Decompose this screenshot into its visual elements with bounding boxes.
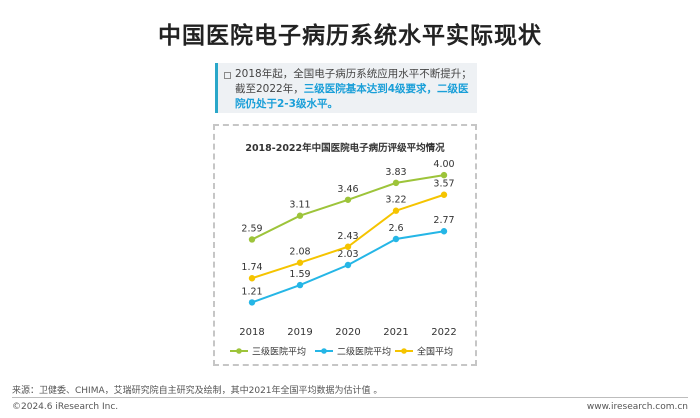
x-tick-label-0: 2018 <box>239 327 264 338</box>
data-point-0-3 <box>392 179 400 187</box>
callout-line-1: 2018年起，全国电子病历系统应用水平不断提升； <box>235 68 472 80</box>
callout-highlight: 三级医院基本达到4级要求，二级医院仍处于2-3级水平。 <box>235 83 469 110</box>
data-label-2-3: 3.22 <box>385 195 406 206</box>
callout-accent-bar <box>215 63 218 113</box>
data-point-2-4 <box>440 191 448 198</box>
data-point-2-2 <box>344 243 352 250</box>
summary-callout: 2018年起，全国电子病历系统应用水平不断提升； 截至2022年，三级医院基本达… <box>215 63 477 113</box>
data-point-0-1 <box>296 212 304 219</box>
square-bullet-icon <box>224 72 231 79</box>
data-point-1-0 <box>248 299 256 306</box>
data-label-1-3: 2.6 <box>388 223 403 234</box>
line-chart: 2018-2022年中国医院电子病历评级平均情况 2.59 3.11 3.46 3.83… <box>230 142 457 358</box>
legend-label-2: 全国平均 <box>417 346 453 358</box>
callout-line-2-prefix: 截至2022年， <box>235 83 304 95</box>
data-label-1-4: 2.77 <box>433 215 454 226</box>
data-label-2-4: 3.57 <box>433 179 454 190</box>
data-label-0-0: 2.59 <box>241 223 262 234</box>
chart-frame: 2018-2022年中国医院电子病历评级平均情况 2.59 3.11 3.46 3.83… <box>213 124 477 366</box>
data-label-0-3: 3.83 <box>385 167 406 178</box>
data-point-1-3 <box>392 235 400 243</box>
legend-marker-1 <box>321 348 327 354</box>
data-point-1-1 <box>296 281 304 289</box>
website-link[interactable]: www.iresearch.com.cn <box>586 402 688 412</box>
data-point-2-1 <box>296 259 304 266</box>
data-point-0-2 <box>344 196 352 203</box>
data-point-2-3 <box>392 207 400 214</box>
data-label-1-1: 1.59 <box>289 269 310 280</box>
data-label-0-4: 4.00 <box>433 159 454 170</box>
data-label-1-2: 2.03 <box>337 249 358 260</box>
legend-label-0: 三级医院平均 <box>252 346 306 358</box>
data-label-2-0: 1.74 <box>241 262 262 273</box>
data-label-2-1: 2.08 <box>289 247 310 258</box>
x-tick-label-2: 2020 <box>335 327 360 338</box>
legend-marker-0 <box>236 348 242 354</box>
data-label-1-0: 1.21 <box>241 286 262 297</box>
x-tick-label-1: 2019 <box>287 327 312 338</box>
data-point-2-0 <box>248 275 256 282</box>
data-label-0-2: 3.46 <box>337 184 358 195</box>
page-title: 中国医院电子病历系统水平实际现状 <box>158 23 542 49</box>
legend-marker-2 <box>401 348 407 354</box>
data-label-0-1: 3.11 <box>289 200 310 211</box>
data-point-0-4 <box>440 171 448 179</box>
data-point-1-2 <box>344 261 352 269</box>
callout-text: 2018年起，全国电子病历系统应用水平不断提升； 截至2022年，三级医院基本达… <box>235 67 473 112</box>
data-point-0-0 <box>248 236 256 243</box>
data-label-2-2: 2.43 <box>337 231 358 242</box>
legend-label-1: 二级医院平均 <box>337 346 391 358</box>
footer-divider <box>12 397 688 398</box>
chart-title: 2018-2022年中国医院电子病历评级平均情况 <box>245 142 445 154</box>
source-note: 来源：卫健委、CHIMA，艾瑞研究院自主研究及绘制，其中2021年全国平均数据为… <box>12 386 383 396</box>
x-tick-label-3: 2021 <box>383 327 408 338</box>
copyright: ©2024.6 iResearch Inc. <box>12 402 119 412</box>
x-tick-label-4: 2022 <box>431 327 456 338</box>
data-point-1-4 <box>440 228 448 235</box>
